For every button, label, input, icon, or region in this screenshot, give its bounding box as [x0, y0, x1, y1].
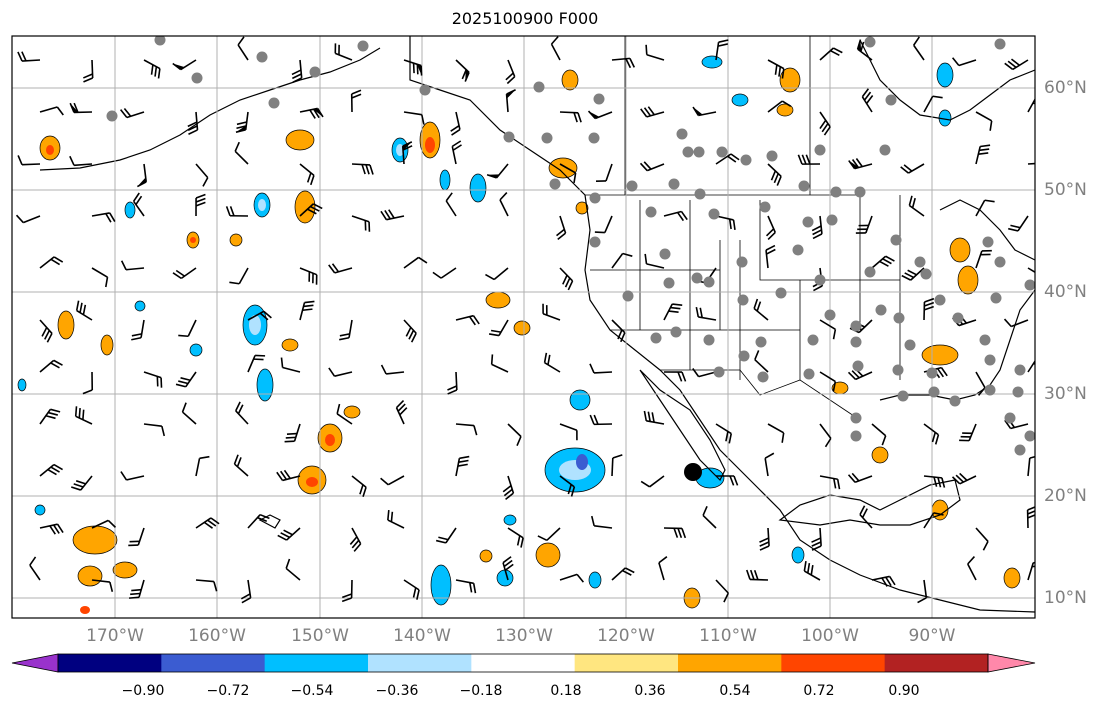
lon-label: 120°W: [597, 626, 655, 646]
center-marker: [684, 463, 702, 481]
colorbar-tick-label: 0.36: [634, 683, 666, 699]
colorbar-tick-label: −0.36: [375, 683, 419, 699]
lat-label: 20°N: [1044, 486, 1087, 506]
lat-label: 60°N: [1044, 78, 1087, 98]
borders: [409, 36, 901, 421]
wind-barbs: [15, 36, 1035, 604]
colorbar-cell: [368, 654, 472, 672]
map-title: 2025100900 F000: [451, 9, 599, 28]
colorbar-tick-label: 0.72: [803, 683, 835, 699]
gridlines: [12, 36, 1035, 618]
colorbar-cell: [471, 654, 576, 672]
colorbar-cell: [161, 654, 266, 672]
lon-label: 130°W: [495, 626, 553, 646]
colorbar-tick-label: 0.54: [719, 683, 751, 699]
colorbar-over-arrow: [987, 653, 1036, 673]
lon-label: 170°W: [86, 626, 144, 646]
lon-label: 160°W: [188, 626, 246, 646]
lat-label: 10°N: [1044, 588, 1087, 608]
station-dots: [106, 36, 1035, 456]
precip-contours: [17, 55, 1021, 614]
colorbar-under-arrow: [11, 653, 59, 673]
colorbar-tick-label: 0.90: [888, 683, 920, 699]
colorbar-cell: [574, 654, 679, 672]
colorbar: [11, 653, 1036, 673]
colorbar-tick-label: −0.90: [121, 683, 165, 699]
lon-label: 110°W: [699, 626, 757, 646]
colorbar-cell: [58, 654, 162, 672]
lon-label: 150°W: [291, 626, 349, 646]
colorbar-tick-label: −0.72: [206, 683, 250, 699]
lat-label: 40°N: [1044, 282, 1087, 302]
colorbar-tick-label: 0.18: [550, 683, 582, 699]
colorbar-cell: [884, 654, 989, 672]
lon-label: 100°W: [801, 626, 859, 646]
colorbar-cell: [781, 654, 886, 672]
lat-label: 50°N: [1044, 180, 1087, 200]
colorbar-tick-label: −0.18: [459, 683, 503, 699]
lat-label: 30°N: [1044, 384, 1087, 404]
lon-label: 140°W: [393, 626, 451, 646]
lon-label: 90°W: [908, 626, 956, 646]
colorbar-cell: [264, 654, 369, 672]
colorbar-tick-label: −0.54: [290, 683, 334, 699]
map-frame: [11, 35, 1036, 619]
colorbar-cell: [678, 654, 782, 672]
